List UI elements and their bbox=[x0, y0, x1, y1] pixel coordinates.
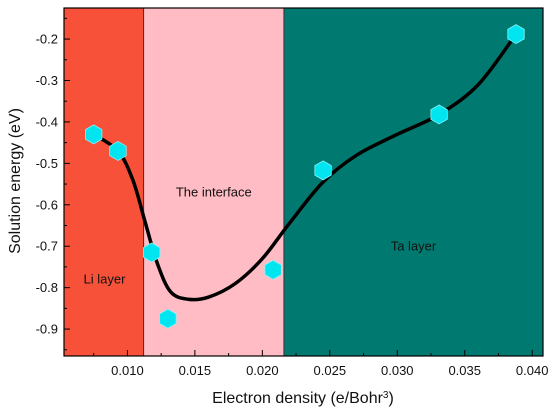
y-tick-label: -0.8 bbox=[36, 280, 58, 295]
x-tick-label: 0.025 bbox=[314, 363, 347, 378]
region-band-2 bbox=[283, 8, 543, 356]
region-band-0 bbox=[64, 8, 144, 356]
data-point-5 bbox=[314, 160, 332, 181]
data-point-4 bbox=[264, 259, 282, 280]
x-tick-label: 0.015 bbox=[179, 363, 212, 378]
data-point-7 bbox=[507, 24, 525, 45]
x-tick-label: 0.020 bbox=[246, 363, 279, 378]
x-tick-label: 0.035 bbox=[448, 363, 481, 378]
y-tick-label: -0.3 bbox=[36, 73, 58, 88]
region-label-2: Ta layer bbox=[391, 238, 437, 253]
data-point-6 bbox=[430, 104, 448, 125]
region-labels: Li layer The interface Ta layer bbox=[84, 185, 437, 287]
y-axis-ticks: -0.9 -0.8 -0.7 -0.6 -0.5 -0.4 -0.3 -0.2 bbox=[36, 17, 70, 351]
y-tick-label: -0.4 bbox=[36, 114, 58, 129]
x-tick-label: 0.040 bbox=[516, 363, 549, 378]
fit-curve bbox=[92, 33, 518, 302]
y-tick-label: -0.6 bbox=[36, 197, 58, 212]
x-axis-ticks: 0.010 0.015 0.020 0.025 0.030 0.035 0.040 bbox=[93, 350, 549, 378]
data-point-0 bbox=[85, 124, 103, 145]
x-axis-title: Electron density (e/Bohr3) bbox=[212, 390, 394, 408]
y-tick-label: -0.9 bbox=[36, 322, 58, 337]
y-tick-label: -0.2 bbox=[36, 32, 58, 47]
region-band-1 bbox=[143, 8, 284, 356]
plot-frame bbox=[63, 7, 544, 357]
region-bands bbox=[64, 8, 543, 356]
region-label-1: The interface bbox=[176, 185, 252, 200]
y-tick-label: -0.7 bbox=[36, 239, 58, 254]
data-point-2 bbox=[143, 242, 161, 263]
x-tick-label: 0.010 bbox=[111, 363, 144, 378]
data-point-3 bbox=[159, 308, 177, 329]
data-points bbox=[85, 24, 525, 329]
y-tick-label: -0.5 bbox=[36, 156, 58, 171]
x-tick-label: 0.030 bbox=[381, 363, 414, 378]
y-axis-title: Solution energy (eV) bbox=[7, 108, 24, 254]
region-label-0: Li layer bbox=[84, 272, 127, 287]
data-point-1 bbox=[109, 140, 127, 161]
